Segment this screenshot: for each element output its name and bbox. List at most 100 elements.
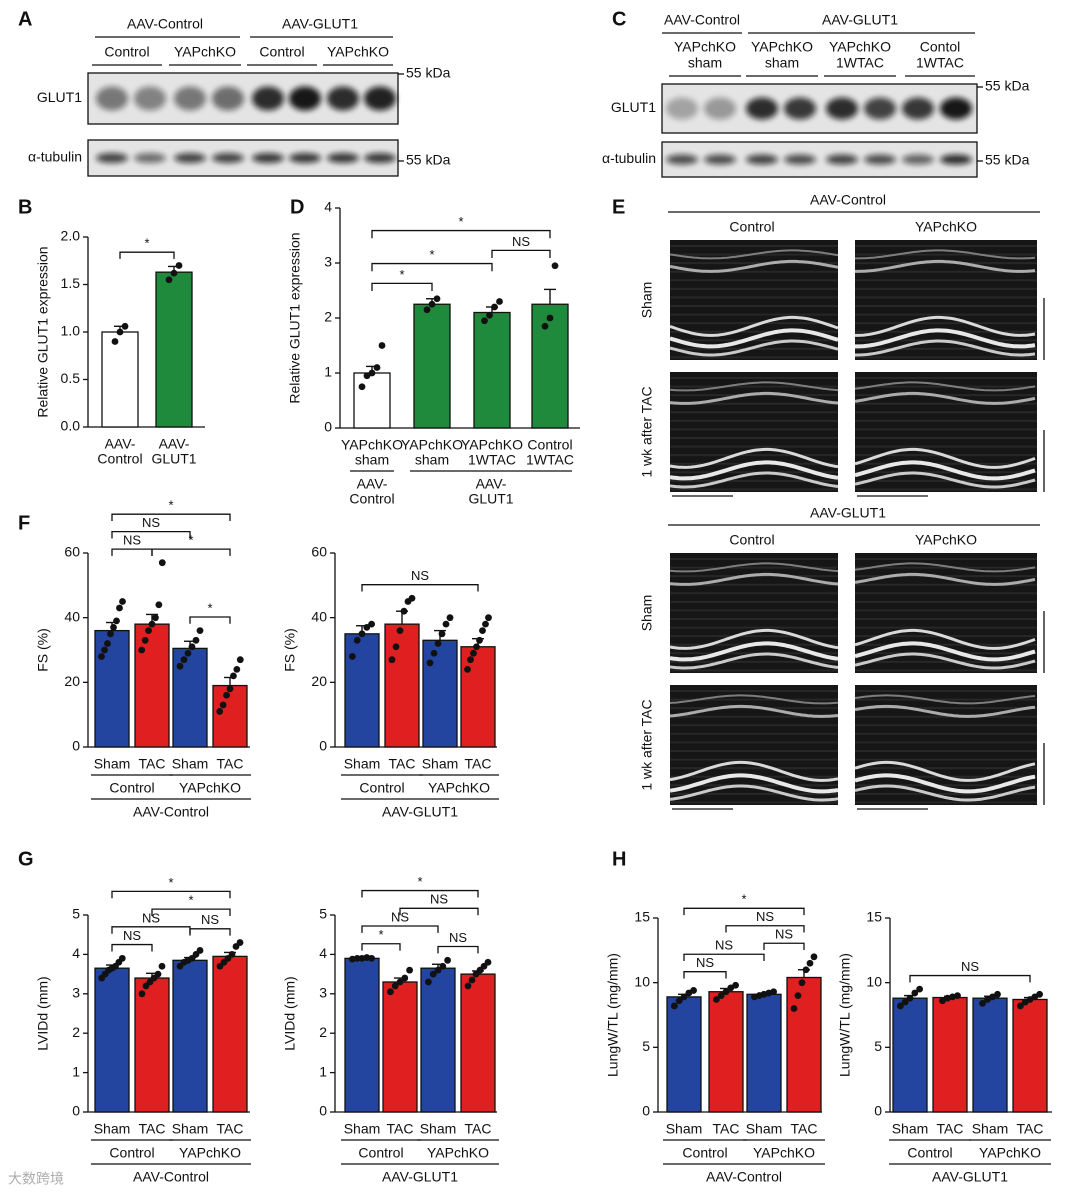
y-axis-label: LVIDd (mm) [35, 976, 51, 1050]
data-point [464, 982, 472, 990]
blot-band [327, 86, 359, 111]
echo-wave [669, 391, 839, 405]
x-tick-label: Sham [746, 1121, 783, 1137]
data-point [897, 1002, 904, 1010]
x-tick-label: Sham [972, 1121, 1009, 1137]
x-tick-label: Sham [344, 756, 381, 772]
panel-letter: F [18, 512, 30, 534]
significance-bracket [361, 925, 439, 933]
y-tick-label: 0 [642, 1103, 650, 1119]
significance-bracket [763, 942, 805, 951]
significance-label: * [188, 533, 193, 548]
y-tick-label: 0 [874, 1103, 882, 1119]
data-point [467, 656, 474, 664]
y-tick-label: 2 [72, 1024, 80, 1040]
significance-label: NS [696, 955, 714, 970]
echo-column-label: YAPchKO [915, 219, 977, 235]
data-point [223, 691, 230, 699]
marker-label: 55 kDa [985, 152, 1030, 168]
echo-wave [854, 652, 1036, 670]
x-tick-label: Sham [892, 1121, 929, 1137]
data-point [433, 295, 441, 303]
blot-subgroup-label: Contol [920, 39, 960, 55]
x-tick-label: TAC [139, 756, 166, 772]
data-point [732, 981, 739, 989]
group-label: AAV-GLUT1 [382, 1169, 458, 1185]
data-point [717, 992, 725, 999]
echo-wave [855, 315, 1036, 337]
y-tick-label: 10 [634, 973, 650, 989]
y-tick-label: 5 [319, 906, 327, 922]
significance-label: NS [449, 930, 467, 945]
group-label: AAV-GLUT1 [932, 1169, 1008, 1185]
data-point [434, 966, 442, 974]
y-axis-label: FS (%) [35, 628, 51, 672]
data-point [491, 303, 498, 311]
significance-label: * [429, 247, 434, 262]
data-point [138, 990, 146, 998]
data-point [690, 987, 697, 994]
significance-label: * [188, 893, 193, 908]
blot-band [96, 86, 128, 111]
data-point [378, 342, 386, 349]
x-tick-label: sham [415, 452, 449, 468]
data-point [939, 997, 946, 1005]
blot-subgroup-label: sham [765, 55, 799, 71]
data-point [98, 653, 105, 660]
bar [384, 623, 420, 748]
significance-bracket [111, 926, 191, 934]
significance-label: NS [123, 928, 141, 943]
data-point [434, 640, 442, 647]
y-axis-label: LungW/TL (mg/mm) [837, 953, 853, 1077]
blot-subgroup-label: YAPchKO [674, 39, 736, 55]
blot-band [902, 154, 934, 165]
y-tick-label: 0.5 [61, 370, 81, 386]
data-point [358, 630, 366, 638]
echo-wave [854, 773, 1036, 794]
echo-wave [669, 328, 839, 349]
significance-bracket [371, 282, 433, 292]
echo-wave [855, 328, 1036, 349]
blot-row-label: GLUT1 [37, 89, 82, 105]
blot-band [826, 154, 858, 165]
data-point [464, 666, 471, 673]
blot-group-label: AAV-Control [127, 16, 203, 32]
panel-letter: A [18, 8, 32, 30]
group-label: Control [359, 780, 404, 796]
bar [473, 311, 511, 429]
significance-bracket [111, 890, 231, 899]
significance-label: * [378, 927, 383, 942]
data-point [989, 993, 996, 1001]
data-point [236, 939, 244, 946]
significance-bracket [491, 249, 551, 259]
bar [531, 303, 569, 429]
x-tick-label: Sham [94, 1121, 131, 1137]
significance-bracket [111, 513, 231, 521]
group-label: YAPchKO [179, 1145, 241, 1161]
y-tick-label: 15 [634, 909, 650, 925]
data-point [165, 276, 173, 284]
echo-row-label: 1 wk after TAC [639, 386, 655, 477]
blot-band [704, 97, 736, 120]
data-point [442, 620, 450, 628]
data-point [118, 954, 126, 962]
y-tick-label: 3 [319, 985, 327, 1001]
echo-wave [854, 641, 1036, 662]
significance-label: NS [512, 234, 530, 249]
data-point [541, 322, 549, 330]
blot-group-label: AAV-GLUT1 [282, 16, 358, 32]
data-point [180, 656, 188, 664]
significance-bracket [371, 262, 493, 272]
y-tick-label: 40 [64, 608, 80, 624]
data-point [216, 708, 224, 715]
x-tick-label: 1WTAC [468, 452, 516, 468]
y-tick-label: 2 [319, 1024, 327, 1040]
blot-band [364, 86, 396, 111]
significance-bracket [119, 251, 175, 259]
data-point [1017, 1002, 1024, 1010]
x-tick-label: Sham [420, 1121, 457, 1137]
significance-bracket [111, 548, 153, 556]
echo-image [670, 240, 838, 360]
blot-band [666, 97, 698, 120]
blot-band [940, 97, 972, 120]
